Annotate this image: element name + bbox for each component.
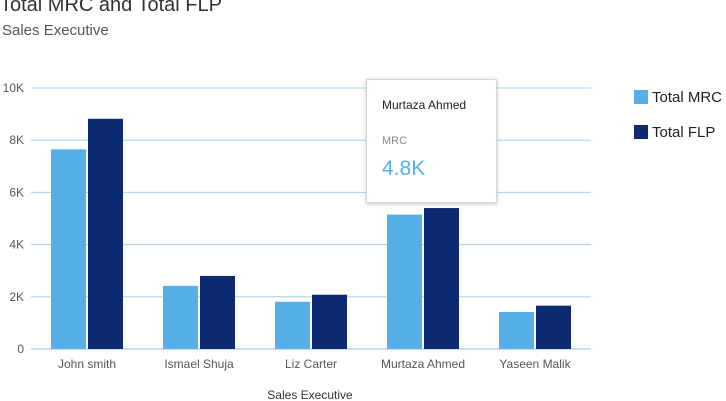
bar-total-mrc [163,285,198,349]
chart-title: Total MRC and Total FLP [0,0,222,16]
bar-total-flp [536,305,571,349]
bar-total-flp [312,294,347,349]
bar-total-mrc [387,214,422,349]
y-tick-label: 10K [3,81,24,95]
legend-label: Total FLP [652,123,716,141]
tooltip-value: 4.8K [382,157,426,180]
y-tick-label: 6K [9,185,24,199]
y-tick-label: 4K [9,238,24,252]
legend-label: Total MRC [652,88,723,106]
legend-swatch [634,125,648,139]
x-tick-label: Murtaza Ahmed [381,357,465,371]
y-tick-label: 8K [9,133,24,147]
chart-subtitle: Sales Executive [2,22,109,39]
x-tick-label: Ismael Shuja [164,357,234,371]
bar-total-flp [88,118,123,349]
bar-total-mrc [51,149,86,349]
legend-item-total-mrc[interactable]: Total MRC [634,86,722,108]
legend-swatch [634,90,648,104]
tooltip: Murtaza Ahmed MRC 4.8K [366,79,497,203]
x-tick-label: Yaseen Malik [499,357,571,371]
legend-item-total-flp[interactable]: Total FLP [634,121,722,143]
x-tick-label: Liz Carter [285,357,337,371]
legend: Total MRC Total FLP [634,86,722,156]
bar-total-flp [200,275,235,349]
bar-total-mrc [275,301,310,349]
tooltip-label: MRC [382,135,408,147]
bar-total-flp [424,208,459,349]
tooltip-title: Murtaza Ahmed [382,98,467,112]
y-tick-label: 0 [17,342,24,356]
y-tick-label: 2K [9,290,24,304]
x-axis-title: Sales Executive [267,388,353,401]
bar-total-mrc [499,311,534,349]
x-tick-label: John smith [58,357,116,371]
